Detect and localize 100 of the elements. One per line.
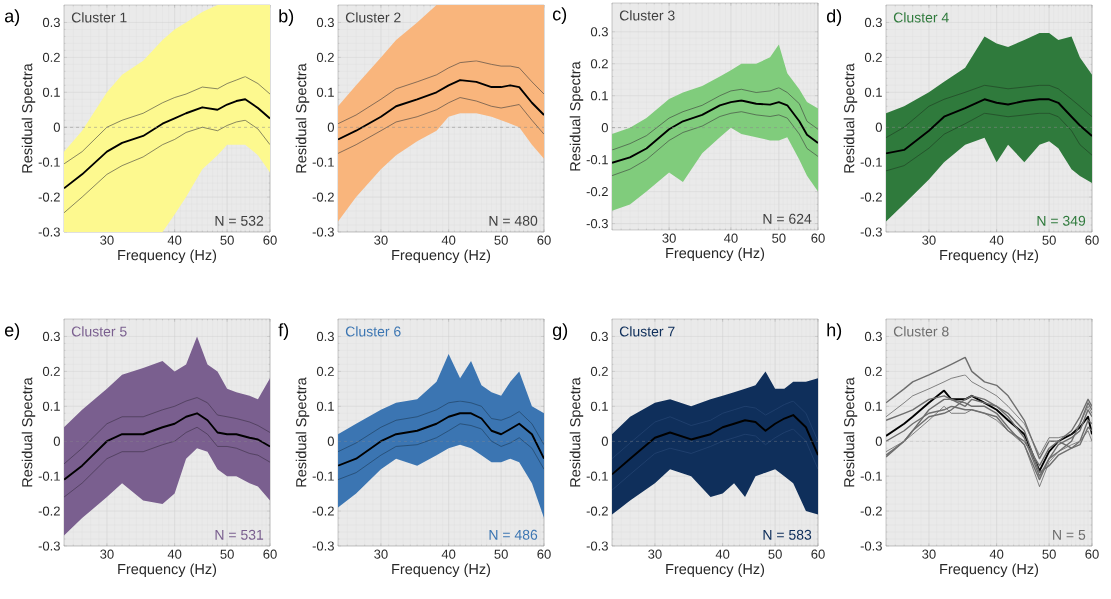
y-tick-label: -0.3 — [312, 227, 334, 237]
text: a) — [4, 9, 20, 26]
y-tick-label: 0.1 — [590, 401, 608, 411]
chart-title: Cluster 4 — [893, 12, 949, 23]
x-tick-label: 60 — [537, 235, 551, 245]
text: d) — [826, 9, 842, 26]
y-tick-label: -0.3 — [860, 227, 882, 237]
text: g) — [552, 323, 568, 340]
chart-title: Cluster 7 — [619, 326, 675, 337]
y-tick-label: 0.2 — [42, 52, 60, 62]
x-tick-label: 50 — [220, 549, 234, 559]
text: b) — [279, 9, 294, 26]
x-axis-title: Frequency (Hz) — [392, 563, 491, 578]
annotation: N = 349 — [1037, 215, 1086, 226]
y-tick-label: -0.1 — [586, 471, 608, 481]
y-tick-label: 0.2 — [316, 52, 334, 62]
y-tick-label: 0.2 — [590, 366, 608, 376]
y-tick-label: 0.2 — [864, 52, 882, 62]
x-axis-title: Frequency (Hz) — [392, 249, 491, 264]
y-tick-label: 0.2 — [864, 366, 882, 376]
x-tick-label: 60 — [811, 233, 825, 243]
y-tick-label: -0.3 — [586, 218, 608, 229]
y-tick-label: 0.1 — [864, 401, 882, 411]
y-tick-label: 0.1 — [42, 87, 60, 97]
x-axis-title: Frequency (Hz) — [666, 563, 765, 578]
y-tick-label: 0.3 — [42, 17, 60, 28]
y-axis-title: Residual Spectra — [295, 63, 310, 173]
x-tick-label: 30 — [922, 549, 936, 559]
y-axis-title: Residual Spectra — [569, 61, 584, 171]
x-tick-label: 40 — [715, 549, 730, 559]
x-tick-label: 40 — [167, 235, 182, 245]
x-tick-label: 40 — [441, 549, 456, 559]
chart-title: Cluster 2 — [345, 12, 401, 23]
y-tick-label: -0.2 — [586, 187, 608, 197]
annotation: N = 624 — [763, 213, 812, 224]
x-tick-label: 60 — [1085, 235, 1099, 245]
chart-title: Cluster 3 — [619, 10, 675, 21]
y-tick-label: -0.3 — [38, 227, 60, 237]
x-tick-label: 40 — [441, 235, 456, 245]
y-tick-label: 0.3 — [590, 27, 608, 37]
y-tick-label: 0.2 — [590, 59, 608, 69]
y-tick-label: -0.2 — [860, 192, 882, 202]
chart-title: Cluster 1 — [71, 12, 127, 23]
y-tick-label: 0.3 — [864, 17, 882, 28]
annotation: N = 5 — [1053, 530, 1086, 540]
y-tick-label: 0.3 — [590, 331, 608, 342]
x-axis-title: Frequency (Hz) — [118, 563, 217, 578]
y-tick-label: -0.1 — [312, 157, 334, 167]
x-tick-label: 40 — [167, 549, 182, 559]
y-tick-label: 0 — [875, 122, 882, 132]
x-tick-label: 30 — [648, 549, 662, 559]
x-tick-label: 40 — [989, 235, 1004, 245]
y-tick-label: -0.1 — [860, 157, 882, 167]
y-tick-label: -0.2 — [860, 506, 882, 516]
x-tick-label: 50 — [494, 235, 508, 245]
y-tick-label: 0.2 — [316, 366, 334, 376]
y-axis-title: Residual Spectra — [21, 377, 36, 487]
y-tick-label: 0 — [53, 436, 60, 446]
y-tick-label: -0.1 — [860, 471, 882, 481]
y-axis-title: Residual Spectra — [569, 377, 584, 487]
y-tick-label: 0 — [601, 123, 608, 133]
x-axis-title: Frequency (Hz) — [118, 249, 217, 264]
y-tick-label: -0.3 — [860, 541, 882, 551]
y-tick-label: 0.2 — [42, 366, 60, 376]
y-tick-label: 0 — [327, 122, 334, 132]
chart-title: Cluster 5 — [71, 326, 127, 337]
x-axis-title: Frequency (Hz) — [940, 563, 1039, 578]
x-tick-label: 50 — [1042, 235, 1056, 245]
y-tick-label: 0.1 — [864, 87, 882, 97]
y-tick-label: 0 — [327, 436, 334, 446]
text: h) — [827, 323, 842, 340]
annotation: N = 531 — [215, 529, 264, 540]
text: f) — [278, 323, 289, 340]
y-tick-label: 0.3 — [42, 331, 60, 342]
y-tick-label: -0.2 — [38, 192, 60, 202]
x-tick-label: 50 — [494, 549, 508, 559]
y-tick-label: -0.3 — [38, 541, 60, 551]
annotation: N = 480 — [489, 215, 538, 226]
y-tick-label: 0 — [875, 436, 882, 446]
text: e) — [4, 323, 20, 340]
y-tick-label: -0.1 — [38, 471, 60, 481]
y-tick-label: 0.3 — [864, 331, 882, 342]
x-tick-label: 40 — [723, 233, 738, 243]
chart-title: Cluster 6 — [345, 326, 401, 337]
annotation: N = 532 — [215, 215, 264, 226]
y-tick-label: -0.3 — [312, 541, 334, 551]
text: c) — [552, 7, 567, 24]
x-tick-label: 40 — [989, 549, 1004, 559]
y-axis-title: Residual Spectra — [843, 377, 858, 487]
x-tick-label: 30 — [100, 549, 114, 559]
x-tick-label: 50 — [772, 233, 786, 243]
x-tick-label: 50 — [768, 549, 782, 559]
y-tick-label: 0.1 — [316, 87, 334, 97]
y-tick-label: -0.2 — [38, 506, 60, 516]
x-axis-title: Frequency (Hz) — [940, 249, 1039, 264]
x-tick-label: 60 — [537, 549, 551, 559]
x-tick-label: 60 — [1085, 549, 1099, 559]
y-tick-label: 0.1 — [316, 401, 334, 411]
y-axis-title: Residual Spectra — [21, 63, 36, 173]
x-tick-label: 60 — [263, 235, 277, 245]
